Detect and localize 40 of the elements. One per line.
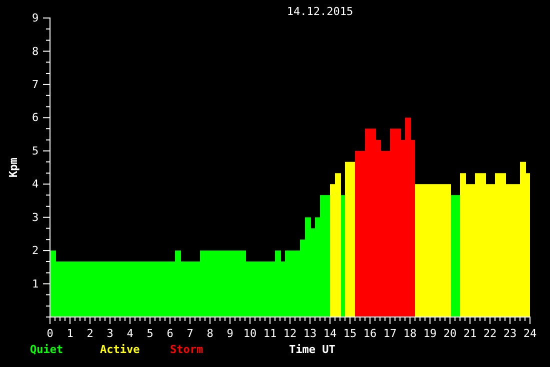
x-tick-label: 4 [126,327,134,340]
x-tick-label: 17 [383,327,397,340]
x-tick-label: 2 [86,327,94,340]
x-axis-title: Time UT [289,343,336,356]
x-tick-label: 7 [186,327,194,340]
x-tick-label: 13 [303,327,317,340]
x-tick-label: 15 [343,327,357,340]
y-tick-label: 5 [32,144,39,158]
y-tick-label: 8 [32,44,39,58]
x-tick-label: 23 [503,327,517,340]
x-tick-label: 16 [363,327,377,340]
x-tick-label: 1 [66,327,74,340]
x-tick-label: 14 [323,327,337,340]
y-axis-title: Kpm [7,157,20,178]
x-tick-label: 20 [443,327,457,340]
x-tick-label: 18 [403,327,417,340]
x-tick-label: 0 [46,327,54,340]
x-tick-label: 3 [106,327,114,340]
x-tick-label: 9 [226,327,234,340]
text: Storm [170,343,204,356]
chart-title: 14.12.2015 [286,5,354,18]
text: Active [100,343,140,356]
x-tick-label: 11 [263,327,277,340]
y-tick-label: 2 [32,244,39,258]
x-tick-label: 24 [523,327,537,340]
y-tick-label: 4 [32,178,39,191]
y-tick-label: 6 [32,111,39,124]
y-tick-label: 7 [32,78,39,91]
x-tick-label: 8 [206,327,214,340]
x-tick-label: 6 [166,327,174,340]
x-tick-label: 10 [243,327,257,340]
x-tick-label: 21 [463,327,477,340]
x-tick-label: 12 [283,327,297,340]
y-tick-label: 9 [32,12,39,25]
x-tick-label: 22 [483,327,497,340]
x-tick-label: 5 [146,327,154,340]
text: Quiet [30,343,64,356]
y-tick-label: 1 [32,277,39,290]
y-tick-label: 3 [32,210,39,224]
x-tick-label: 19 [423,327,437,340]
